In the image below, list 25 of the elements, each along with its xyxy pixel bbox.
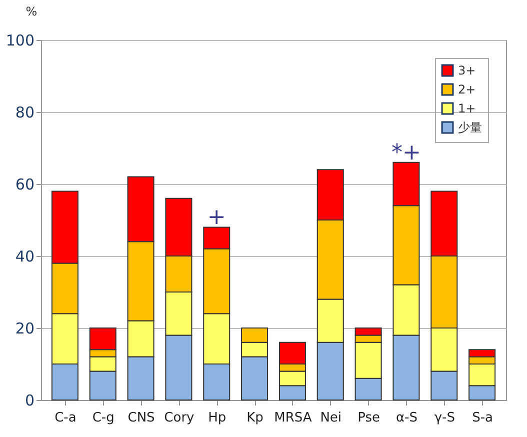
y-tick-label: 100 [6, 32, 34, 50]
legend-label: 2+ [458, 82, 476, 96]
x-tick-label: Cory [164, 410, 195, 426]
x-tick-label: α-S [396, 410, 418, 426]
legend-label: 少量 [458, 120, 482, 134]
x-tick-label: MRSA [274, 410, 312, 426]
x-tick-label: CNS [128, 410, 155, 426]
y-tick-label: 20 [15, 320, 34, 338]
x-tick-label: γ-S [434, 410, 455, 426]
x-tick-label: C-a [54, 410, 76, 426]
y-axis-title: % [26, 4, 38, 18]
y-tick-label: 60 [15, 176, 34, 194]
x-tick-label: Nei [320, 410, 342, 426]
legend-label: 3+ [458, 64, 476, 78]
x-tick-label: Pse [358, 410, 380, 426]
y-tick-label: 40 [15, 248, 34, 266]
x-tick-label: S-a [472, 410, 494, 426]
y-tick-label: 0 [24, 392, 34, 410]
x-tick-label: C-g [92, 410, 114, 426]
annotation: *+ [391, 140, 421, 166]
legend-label: 1+ [458, 102, 476, 116]
y-tick-label: 80 [15, 104, 34, 122]
annotation: + [207, 205, 226, 230]
x-tick-label: Kp [246, 410, 264, 426]
x-tick-label: Hp [208, 410, 226, 426]
